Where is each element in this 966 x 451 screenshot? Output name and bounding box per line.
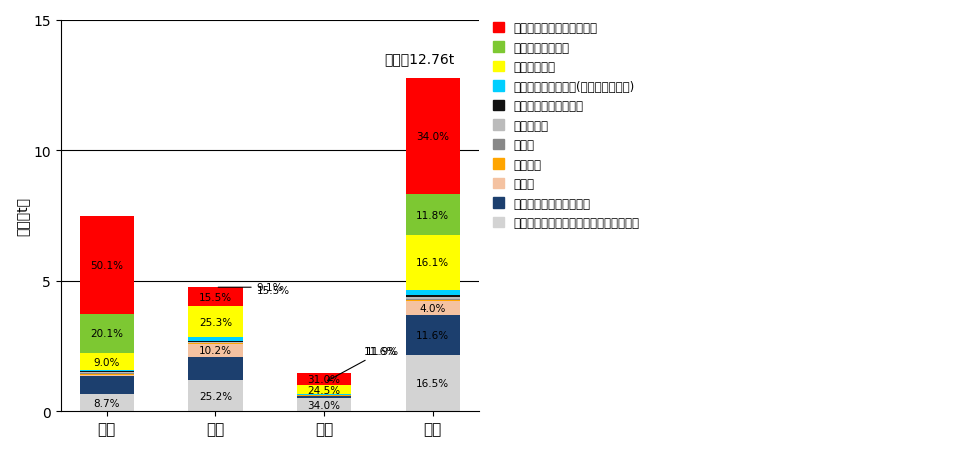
Text: 15.5%: 15.5% (257, 286, 290, 296)
Text: 31.0%: 31.0% (307, 374, 341, 384)
Bar (406, 315, 460, 355)
Bar (297, 385, 352, 395)
Text: 9.0%: 9.0% (94, 357, 120, 367)
Text: 9.1%: 9.1% (218, 283, 283, 293)
Legend: 発泡スチロール製フロート, カキ養殖用パイプ, ペットボトル, プラスチックボトル(洗剤、漂白剤等), 食品プラスチック容器, 食品包装袋, レジ袋, ライター: 発泡スチロール製フロート, カキ養殖用パイプ, ペットボトル, プラスチックボト… (489, 18, 643, 233)
Text: 16.1%: 16.1% (416, 258, 449, 268)
Bar (406, 301, 460, 302)
Bar (188, 342, 242, 343)
Bar (297, 396, 352, 399)
Bar (406, 302, 460, 315)
Bar (79, 376, 134, 395)
Bar (79, 375, 134, 376)
Text: 8.7%: 8.7% (94, 398, 120, 408)
Bar (406, 235, 460, 290)
Bar (188, 341, 242, 342)
Bar (188, 338, 242, 341)
Bar (297, 373, 352, 385)
Text: 10.2%: 10.2% (199, 345, 232, 355)
Text: 合計：12.76t: 合計：12.76t (384, 53, 454, 67)
Text: 11.9%: 11.9% (327, 346, 399, 381)
Text: 16.5%: 16.5% (416, 378, 449, 388)
Bar (188, 343, 242, 344)
Bar (188, 357, 242, 381)
Bar (406, 299, 460, 301)
Bar (406, 79, 460, 195)
Text: 34.0%: 34.0% (416, 132, 449, 142)
Bar (79, 373, 134, 374)
Bar (79, 353, 134, 371)
Text: 11.6%: 11.6% (416, 330, 449, 340)
Bar (297, 399, 352, 411)
Bar (188, 344, 242, 357)
Bar (406, 290, 460, 295)
Bar (406, 295, 460, 297)
Bar (79, 371, 134, 372)
Bar (406, 195, 460, 235)
Bar (188, 288, 242, 307)
Bar (79, 372, 134, 373)
Text: 4.0%: 4.0% (419, 304, 446, 313)
Y-axis label: 重量（t）: 重量（t） (15, 197, 29, 235)
Text: 25.2%: 25.2% (199, 391, 232, 401)
Text: 15.5%: 15.5% (199, 292, 232, 302)
Text: 11.6%: 11.6% (364, 346, 397, 356)
Bar (188, 307, 242, 338)
Bar (79, 216, 134, 314)
Bar (406, 297, 460, 299)
Text: 25.3%: 25.3% (199, 317, 232, 327)
Bar (79, 314, 134, 353)
Bar (79, 395, 134, 411)
Text: 24.5%: 24.5% (307, 385, 341, 395)
Bar (188, 381, 242, 411)
Text: 20.1%: 20.1% (90, 328, 124, 338)
Text: 50.1%: 50.1% (90, 260, 124, 270)
Text: 34.0%: 34.0% (307, 400, 341, 410)
Bar (406, 355, 460, 411)
Bar (79, 374, 134, 375)
Text: 11.8%: 11.8% (416, 210, 449, 220)
